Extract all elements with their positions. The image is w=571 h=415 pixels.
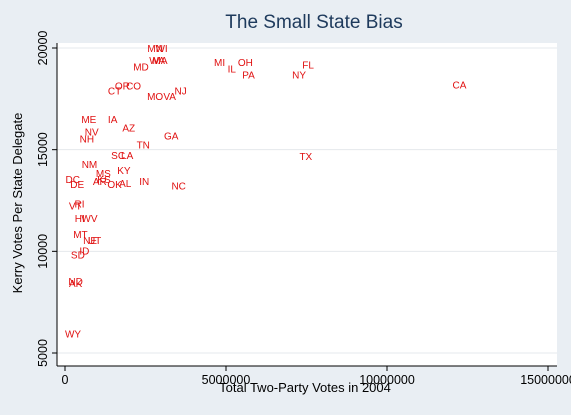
point-wy: WY bbox=[65, 330, 81, 341]
point-la: LA bbox=[121, 151, 134, 162]
point-dc: DC bbox=[66, 175, 80, 186]
point-nv: NV bbox=[85, 127, 99, 138]
y-tick-label-0: 5000 bbox=[36, 339, 50, 367]
point-ne: NE bbox=[83, 236, 97, 247]
point-ky: KY bbox=[117, 166, 131, 177]
point-co: CO bbox=[126, 82, 141, 93]
point-ks: KS bbox=[97, 175, 111, 186]
point-nj: NJ bbox=[174, 87, 186, 98]
point-az: AZ bbox=[122, 123, 135, 134]
point-ia: IA bbox=[108, 115, 118, 126]
point-nc: NC bbox=[171, 181, 185, 192]
point-ak: AK bbox=[69, 279, 83, 290]
x-tick-label-0: 0 bbox=[62, 373, 69, 387]
point-nh: NH bbox=[80, 134, 94, 145]
y-tick-label-2: 15000 bbox=[36, 132, 50, 167]
point-ar: AR bbox=[93, 177, 107, 188]
point-mt: MT bbox=[73, 230, 87, 241]
point-md: MD bbox=[133, 62, 149, 73]
y-tick-label-1: 10000 bbox=[36, 234, 50, 269]
point-wi: WI bbox=[155, 44, 167, 55]
point-me: ME bbox=[81, 115, 96, 126]
point-nm: NM bbox=[82, 160, 98, 171]
point-ms: MS bbox=[96, 169, 111, 180]
point-il: IL bbox=[228, 64, 237, 75]
x-tick-label-1: 5000000 bbox=[202, 373, 251, 387]
point-fl: FL bbox=[302, 60, 314, 71]
point-ny: NY bbox=[292, 70, 306, 81]
point-ri: RI bbox=[74, 200, 84, 211]
point-ok: OK bbox=[107, 180, 122, 191]
point-wa: WA bbox=[149, 56, 165, 67]
grid-lines bbox=[57, 47, 557, 354]
point-sd: SD bbox=[71, 250, 85, 261]
point-mn: MN bbox=[147, 44, 163, 55]
point-mi: MI bbox=[214, 58, 225, 69]
point-ma: MA bbox=[152, 56, 167, 67]
point-va: VA bbox=[163, 92, 176, 103]
point-mo: MO bbox=[147, 92, 163, 103]
point-vt: VT bbox=[69, 202, 82, 213]
point-nd: ND bbox=[68, 277, 82, 288]
point-de: DE bbox=[70, 180, 84, 191]
point-al: AL bbox=[119, 179, 132, 190]
point-tx: TX bbox=[299, 152, 312, 163]
point-sc: SC bbox=[111, 151, 125, 162]
y-tick-label-3: 20000 bbox=[36, 31, 50, 66]
point-ca: CA bbox=[452, 81, 466, 92]
x-tick-label-3: 15000000 bbox=[520, 373, 571, 387]
point-in: IN bbox=[139, 177, 149, 188]
point-oh: OH bbox=[238, 58, 253, 69]
chart-title: The Small State Bias bbox=[225, 12, 402, 33]
point-id: ID bbox=[79, 246, 89, 257]
plot-area bbox=[57, 43, 557, 366]
point-or: OR bbox=[115, 82, 130, 93]
point-tn: TN bbox=[137, 141, 150, 152]
axes: 5000 10000 15000 20000 0 5000000 10000000 15000… bbox=[36, 31, 571, 387]
point-ga: GA bbox=[164, 131, 179, 142]
x-tick-label-2: 10000000 bbox=[359, 373, 415, 387]
point-wv: WV bbox=[81, 214, 97, 225]
point-ut: UT bbox=[88, 236, 101, 247]
x-axis-label: Total Two-Party Votes in 2004 bbox=[219, 380, 391, 395]
y-axis-label: Kerry Votes Per State Delegate bbox=[10, 113, 25, 294]
point-pa: PA bbox=[242, 70, 255, 81]
point-ct: CT bbox=[108, 87, 121, 98]
point-hi: HI bbox=[75, 214, 85, 225]
